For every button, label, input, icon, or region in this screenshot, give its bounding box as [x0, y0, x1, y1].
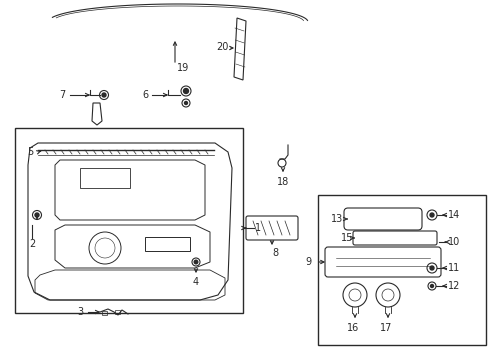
Text: 11: 11: [447, 263, 459, 273]
Bar: [145, 237, 190, 251]
Circle shape: [194, 260, 197, 264]
Text: 3: 3: [77, 307, 83, 317]
Bar: [317, 195, 485, 345]
Text: 8: 8: [271, 248, 278, 258]
Text: 4: 4: [193, 277, 199, 287]
Text: 10: 10: [447, 237, 459, 247]
Circle shape: [102, 93, 106, 97]
Circle shape: [183, 89, 188, 94]
Text: 2: 2: [29, 239, 35, 249]
Text: 19: 19: [177, 63, 189, 73]
Circle shape: [429, 213, 433, 217]
Text: 7: 7: [59, 90, 65, 100]
Text: 12: 12: [447, 281, 459, 291]
Text: 15: 15: [340, 233, 352, 243]
Circle shape: [429, 266, 433, 270]
Text: 9: 9: [305, 257, 310, 267]
Text: 13: 13: [330, 214, 343, 224]
Text: 18: 18: [276, 177, 288, 187]
Text: 1: 1: [254, 223, 261, 233]
Text: 14: 14: [447, 210, 459, 220]
Circle shape: [184, 102, 187, 104]
Bar: [80, 168, 130, 188]
Bar: [115, 310, 120, 314]
Text: 6: 6: [142, 90, 148, 100]
Text: 5: 5: [27, 147, 33, 157]
Bar: [15, 128, 243, 313]
Text: 17: 17: [379, 323, 391, 333]
Circle shape: [429, 284, 433, 288]
Text: 20: 20: [215, 42, 228, 52]
Bar: [102, 311, 107, 315]
Circle shape: [35, 213, 39, 217]
Text: 16: 16: [346, 323, 358, 333]
